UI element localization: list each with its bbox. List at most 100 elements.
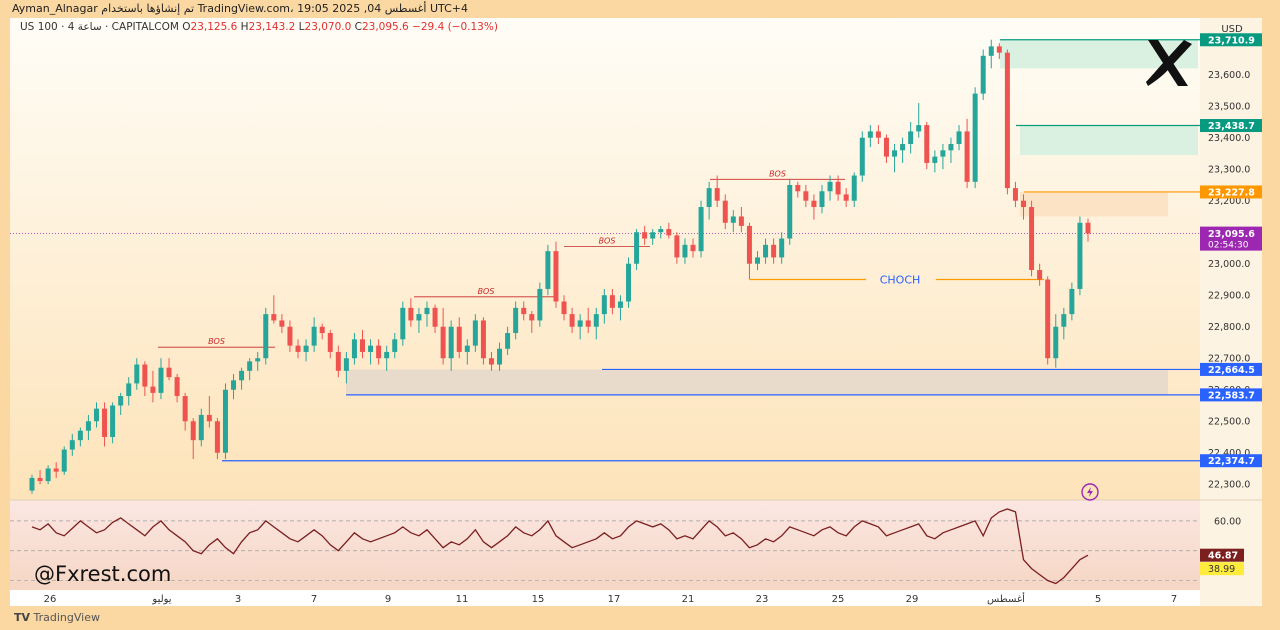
candle[interactable]	[110, 402, 116, 444]
candle[interactable]	[1045, 276, 1051, 365]
candle[interactable]	[416, 307, 422, 334]
candle[interactable]	[1061, 307, 1067, 340]
candle[interactable]	[883, 134, 889, 163]
candle[interactable]	[279, 314, 285, 334]
candle[interactable]	[924, 121, 930, 170]
candle[interactable]	[948, 137, 954, 163]
candle[interactable]	[343, 351, 349, 384]
candle[interactable]	[142, 361, 148, 397]
candle[interactable]	[940, 144, 946, 170]
candle[interactable]	[787, 178, 793, 245]
candle[interactable]	[400, 301, 406, 346]
candle[interactable]	[1077, 216, 1083, 296]
candle[interactable]	[448, 320, 454, 371]
candle[interactable]	[488, 351, 494, 371]
candle[interactable]	[634, 229, 640, 271]
candle[interactable]	[593, 307, 599, 340]
candle[interactable]	[456, 317, 462, 359]
candle[interactable]	[126, 377, 132, 406]
zone-supply-orange[interactable]	[1020, 191, 1168, 217]
candle[interactable]	[77, 427, 83, 447]
candle[interactable]	[271, 295, 277, 324]
candle[interactable]	[763, 238, 769, 264]
candle[interactable]	[247, 358, 253, 381]
candle[interactable]	[626, 257, 632, 308]
candle[interactable]	[690, 238, 696, 258]
candle[interactable]	[714, 175, 720, 208]
candle[interactable]	[37, 470, 43, 485]
candle[interactable]	[464, 339, 470, 365]
candle[interactable]	[327, 329, 333, 359]
candle[interactable]	[529, 310, 535, 334]
candle[interactable]	[432, 304, 438, 334]
candle[interactable]	[513, 301, 519, 340]
candle[interactable]	[843, 188, 849, 208]
candle[interactable]	[118, 392, 124, 415]
candle[interactable]	[771, 238, 777, 264]
candle[interactable]	[190, 418, 196, 460]
candle[interactable]	[206, 396, 212, 428]
candle[interactable]	[988, 39, 994, 69]
candle[interactable]	[1037, 263, 1043, 286]
candle[interactable]	[384, 345, 390, 371]
candle[interactable]	[569, 307, 575, 334]
candle[interactable]	[738, 207, 744, 233]
candle[interactable]	[666, 222, 672, 239]
lightning-icon[interactable]	[1081, 483, 1099, 501]
candle[interactable]	[803, 184, 809, 208]
candle[interactable]	[424, 301, 430, 327]
candle[interactable]	[722, 194, 728, 230]
candle[interactable]	[658, 225, 664, 239]
candle[interactable]	[746, 222, 752, 280]
candle[interactable]	[561, 295, 567, 321]
candle[interactable]	[392, 333, 398, 359]
candle[interactable]	[214, 418, 220, 460]
candle[interactable]	[730, 210, 736, 233]
candle[interactable]	[875, 125, 881, 145]
candle[interactable]	[231, 373, 237, 400]
candle[interactable]	[553, 241, 559, 308]
candle[interactable]	[1085, 218, 1091, 242]
candle[interactable]	[134, 358, 140, 390]
candle[interactable]	[585, 307, 591, 334]
zone-supply[interactable]	[1020, 125, 1198, 156]
candle[interactable]	[505, 326, 511, 356]
candle[interactable]	[980, 49, 986, 100]
candle[interactable]	[819, 184, 825, 214]
candle[interactable]	[29, 474, 35, 494]
candle[interactable]	[360, 329, 366, 359]
candle[interactable]	[1029, 200, 1035, 277]
candle[interactable]	[900, 137, 906, 163]
candle[interactable]	[408, 298, 414, 327]
candle[interactable]	[859, 131, 865, 182]
candle[interactable]	[440, 307, 446, 365]
candle[interactable]	[1069, 282, 1075, 321]
candle[interactable]	[480, 317, 486, 365]
candle[interactable]	[311, 317, 317, 352]
candle[interactable]	[182, 392, 188, 431]
candle[interactable]	[601, 288, 607, 324]
candle[interactable]	[851, 172, 857, 208]
candle[interactable]	[497, 342, 503, 371]
candle[interactable]	[537, 282, 543, 327]
candle[interactable]	[674, 232, 680, 264]
candle[interactable]	[908, 121, 914, 154]
candle[interactable]	[166, 358, 172, 381]
candle[interactable]	[545, 244, 551, 296]
candle[interactable]	[102, 402, 108, 447]
zone-demand[interactable]	[346, 369, 1168, 395]
candle[interactable]	[956, 125, 962, 151]
candle[interactable]	[642, 225, 648, 245]
candle[interactable]	[158, 358, 164, 400]
rsi-line[interactable]	[31, 508, 1089, 585]
candle[interactable]	[1004, 49, 1010, 195]
candle[interactable]	[682, 238, 688, 264]
candle[interactable]	[932, 150, 938, 173]
candle[interactable]	[222, 383, 228, 460]
candle[interactable]	[295, 339, 301, 359]
candle[interactable]	[85, 414, 91, 441]
candle[interactable]	[892, 144, 898, 173]
candle[interactable]	[239, 367, 245, 390]
candle[interactable]	[263, 307, 269, 365]
candle[interactable]	[521, 301, 527, 321]
